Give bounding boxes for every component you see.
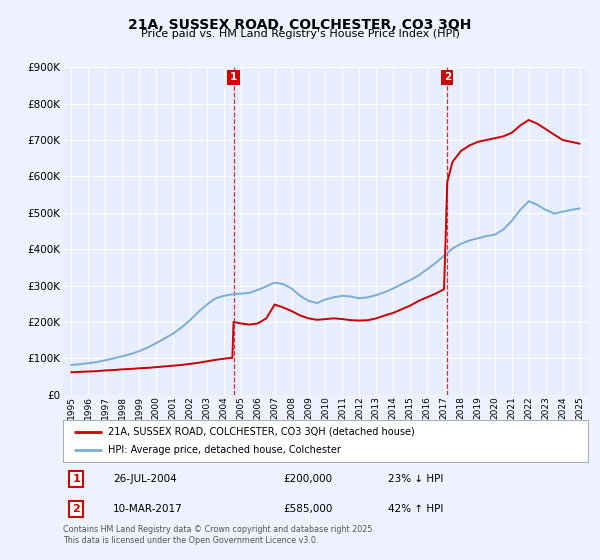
Text: £585,000: £585,000: [284, 504, 333, 514]
Text: 26-JUL-2004: 26-JUL-2004: [113, 474, 176, 484]
Text: 1: 1: [72, 474, 80, 484]
Text: 42% ↑ HPI: 42% ↑ HPI: [389, 504, 444, 514]
Text: 21A, SUSSEX ROAD, COLCHESTER, CO3 3QH: 21A, SUSSEX ROAD, COLCHESTER, CO3 3QH: [128, 18, 472, 32]
Text: 21A, SUSSEX ROAD, COLCHESTER, CO3 3QH (detached house): 21A, SUSSEX ROAD, COLCHESTER, CO3 3QH (d…: [107, 427, 415, 437]
Text: 1: 1: [230, 72, 237, 82]
Text: 2: 2: [72, 504, 80, 514]
Text: HPI: Average price, detached house, Colchester: HPI: Average price, detached house, Colc…: [107, 445, 341, 455]
Text: Contains HM Land Registry data © Crown copyright and database right 2025.
This d: Contains HM Land Registry data © Crown c…: [63, 525, 375, 545]
Text: Price paid vs. HM Land Registry's House Price Index (HPI): Price paid vs. HM Land Registry's House …: [140, 29, 460, 39]
Text: 2: 2: [443, 72, 451, 82]
Text: 23% ↓ HPI: 23% ↓ HPI: [389, 474, 444, 484]
Text: 10-MAR-2017: 10-MAR-2017: [113, 504, 182, 514]
Text: £200,000: £200,000: [284, 474, 332, 484]
